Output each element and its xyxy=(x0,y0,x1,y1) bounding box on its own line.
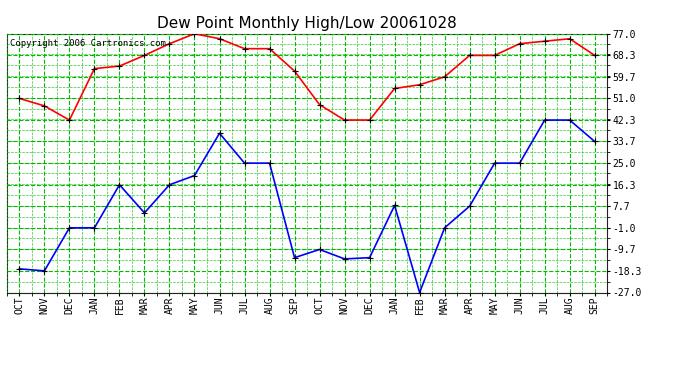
Text: Copyright 2006 Cartronics.com: Copyright 2006 Cartronics.com xyxy=(10,39,166,48)
Title: Dew Point Monthly High/Low 20061028: Dew Point Monthly High/Low 20061028 xyxy=(157,16,457,31)
